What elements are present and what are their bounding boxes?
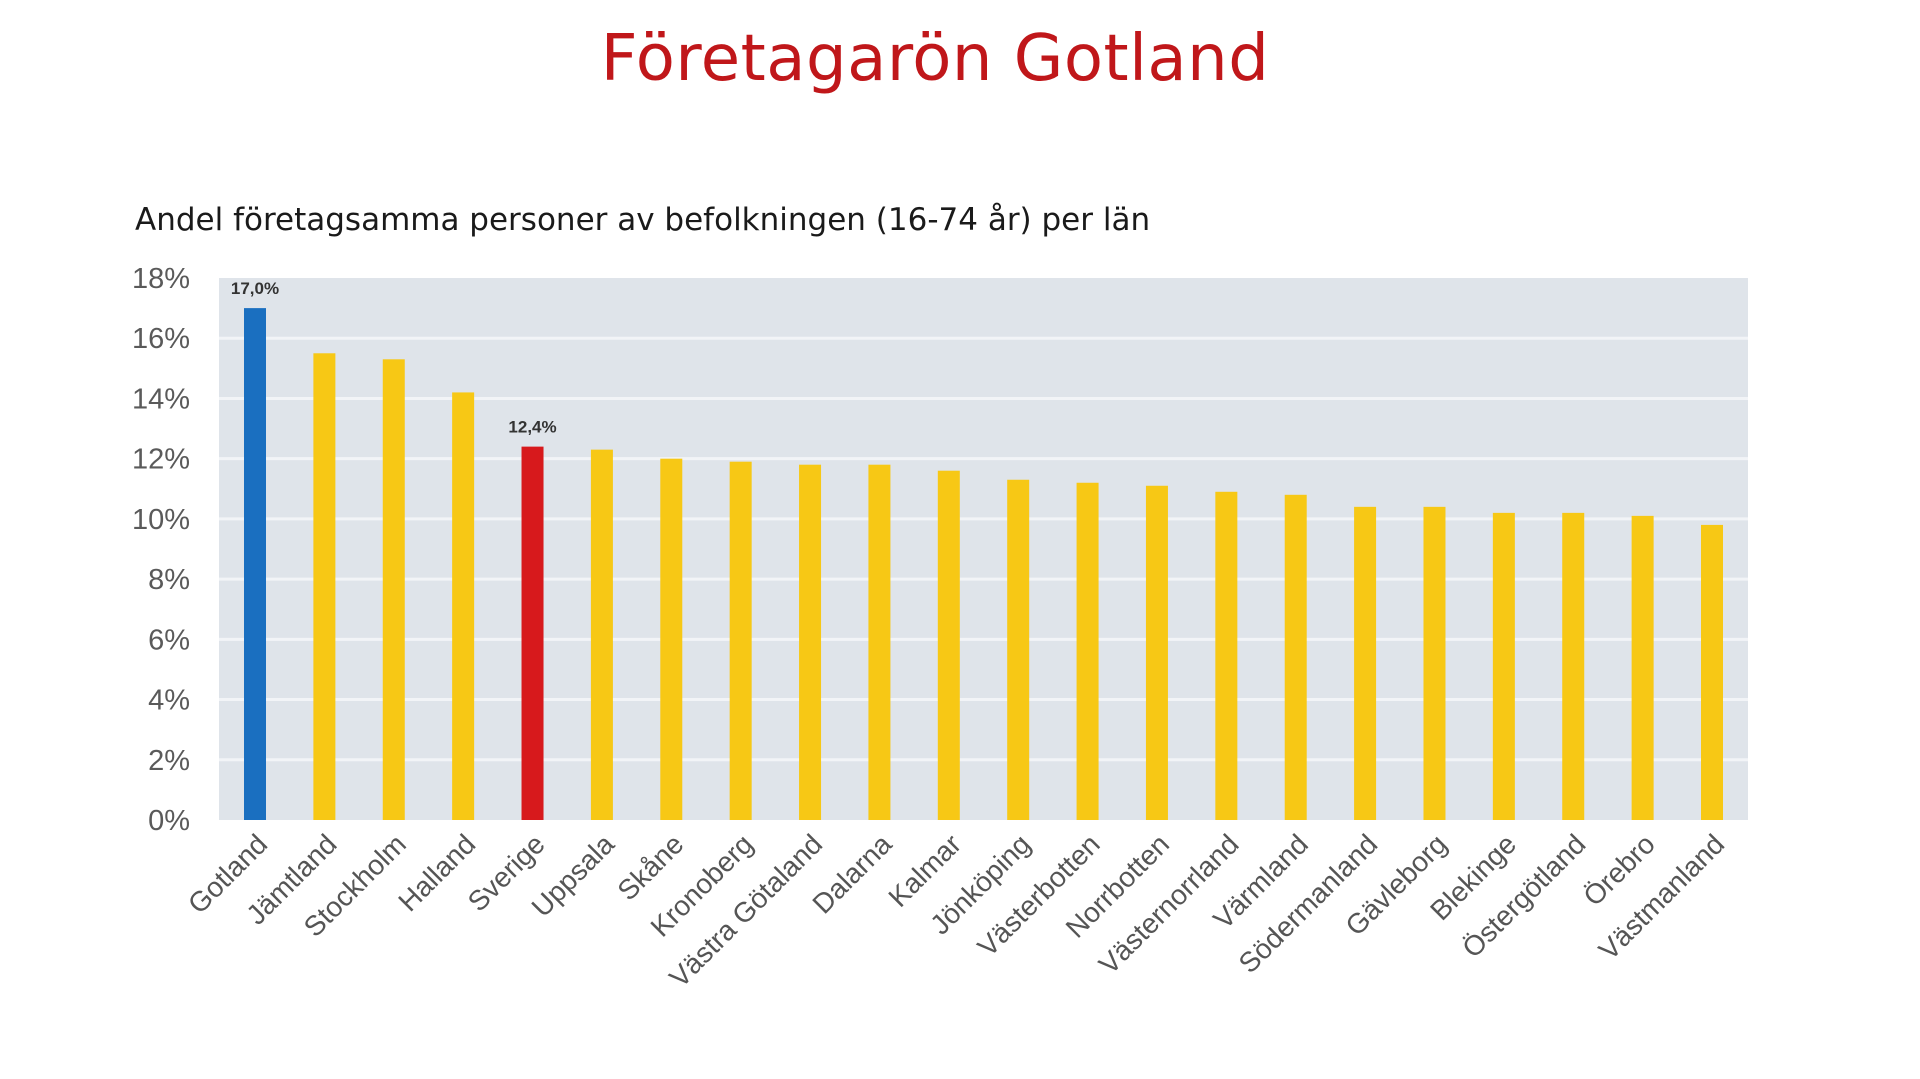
page-title: Företagarön Gotland bbox=[600, 22, 1270, 96]
x-tick-label: Dalarna bbox=[806, 828, 898, 920]
bar-södermanland bbox=[1354, 506, 1377, 820]
bar-norrbotten bbox=[1145, 485, 1168, 820]
bar-halland bbox=[452, 392, 475, 820]
bar-kronoberg bbox=[729, 461, 752, 820]
bar-jämtland bbox=[313, 353, 336, 820]
y-tick-label: 0% bbox=[148, 805, 190, 837]
bar-östergötland bbox=[1562, 512, 1585, 820]
data-label: 17,0% bbox=[231, 279, 279, 298]
y-axis: 0% 2% 4% 6% 8% 10% 12% 14% 16% 18% bbox=[132, 263, 190, 837]
data-labels: 17,0% 12,4% bbox=[231, 279, 557, 437]
y-tick-label: 18% bbox=[132, 263, 190, 295]
bar-uppsala bbox=[590, 449, 613, 820]
bar-västernorrland bbox=[1215, 491, 1238, 820]
y-tick-label: 14% bbox=[132, 383, 190, 415]
bar-västerbotten bbox=[1076, 482, 1099, 820]
y-tick-label: 12% bbox=[132, 444, 190, 476]
chart-subtitle: Andel företagsamma personer av befolknin… bbox=[135, 202, 1151, 238]
y-tick-label: 2% bbox=[148, 745, 190, 777]
bar-stockholm bbox=[382, 359, 405, 820]
bar-dalarna bbox=[868, 464, 891, 820]
x-tick-label: Halland bbox=[392, 828, 481, 917]
plot-background bbox=[219, 278, 1748, 820]
bar-västmanland bbox=[1701, 524, 1723, 820]
y-tick-label: 16% bbox=[132, 323, 190, 355]
bar-gävleborg bbox=[1423, 506, 1446, 820]
y-tick-label: 4% bbox=[148, 685, 190, 717]
bar-skåne bbox=[660, 458, 683, 820]
bar-värmland bbox=[1284, 494, 1307, 820]
y-tick-label: 6% bbox=[148, 624, 190, 656]
bar-västra-götaland bbox=[799, 464, 822, 820]
bars bbox=[244, 308, 1723, 820]
y-tick-label: 10% bbox=[132, 504, 190, 536]
bar-gotland bbox=[244, 308, 266, 820]
bar-jönköping bbox=[1007, 479, 1030, 820]
bar-örebro bbox=[1631, 515, 1654, 820]
data-label: 12,4% bbox=[508, 418, 556, 437]
x-tick-label: Östergötland bbox=[1456, 828, 1591, 963]
x-axis: GotlandJämtlandStockholmHallandSverigeUp… bbox=[182, 828, 1730, 993]
bar-sverige bbox=[521, 446, 544, 820]
bar-kalmar bbox=[937, 470, 960, 820]
y-tick-label: 8% bbox=[148, 564, 190, 596]
bar-blekinge bbox=[1492, 512, 1515, 820]
